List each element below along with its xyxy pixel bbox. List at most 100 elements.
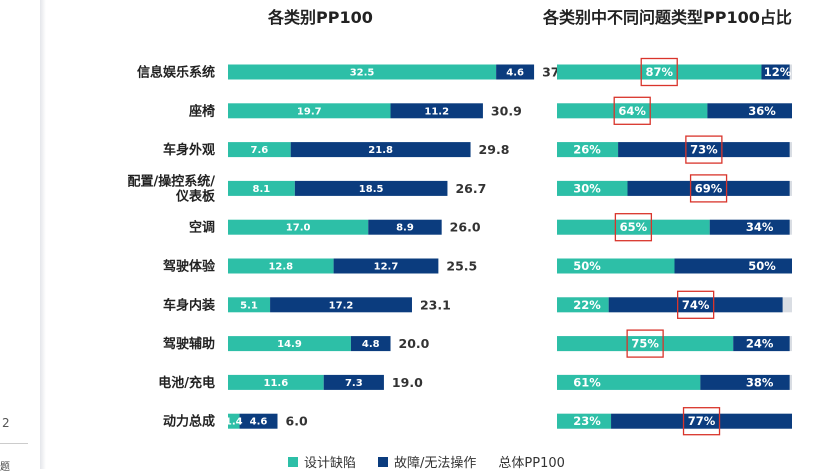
design-percent-label: 61%: [573, 375, 601, 389]
fault-percent-label: 36%: [748, 104, 776, 118]
design-percent-bar: [557, 258, 675, 274]
sidebar-divider: [0, 443, 28, 444]
fault-percent-label: 12%: [764, 65, 792, 79]
design-percent-label: 22%: [573, 298, 601, 312]
design-value-label: 14.9: [277, 339, 302, 350]
total-value-label: 29.8: [479, 142, 510, 157]
highlight-box: [626, 329, 664, 358]
design-value-label: 11.6: [264, 378, 289, 389]
fault-bar: [294, 180, 448, 196]
fault-bar: [290, 142, 471, 158]
design-value-label: 17.0: [286, 223, 311, 234]
fault-percent-bar: [761, 64, 790, 80]
category-label: 车身外观: [163, 142, 215, 158]
category-label: 仪表板: [175, 188, 216, 204]
design-bar: [228, 142, 291, 158]
design-percent-bar: [557, 336, 734, 352]
design-bar: [228, 336, 351, 352]
design-percent-label: 87%: [645, 65, 673, 79]
total-value-label: 23.1: [420, 297, 451, 312]
design-percent-label: 26%: [573, 143, 601, 157]
fault-percent-label: 24%: [746, 337, 774, 351]
fault-value-label: 4.8: [362, 339, 380, 350]
fault-percent-label: 77%: [688, 414, 716, 428]
design-value-label: 8.1: [253, 184, 271, 195]
fault-percent-label: 74%: [682, 298, 710, 312]
category-label: 驾驶辅助: [163, 336, 215, 352]
highlight-box: [640, 57, 678, 87]
design-percent-bar: [557, 64, 762, 80]
design-value-label: 32.5: [350, 68, 375, 79]
legend-item-total: 总体PP100: [498, 452, 565, 471]
total-value-label: 20.0: [399, 336, 430, 351]
fault-percent-bar: [608, 297, 783, 313]
design-percent-label: 23%: [573, 414, 601, 428]
design-bar: [228, 180, 295, 196]
design-percent-bar: [557, 374, 701, 390]
design-percent-label: 30%: [573, 181, 601, 195]
legend-label-design: 设计缺陷: [304, 456, 357, 471]
fault-bar: [390, 103, 483, 119]
fault-percent-label: 69%: [695, 181, 723, 195]
chart-legend: 设计缺陷 故障/无法操作 总体PP100: [288, 452, 565, 471]
highlight-box: [682, 407, 721, 436]
category-label: 座椅: [188, 103, 215, 119]
design-percent-bar: [557, 297, 609, 313]
total-value-label: 25.5: [446, 259, 477, 274]
fault-value-label: 7.3: [345, 378, 363, 389]
category-label: 车身内装: [163, 297, 215, 313]
left-chart-title: 各类别PP100: [268, 8, 373, 27]
fault-value-label: 4.6: [506, 68, 524, 79]
design-percent-bar: [557, 180, 628, 196]
design-value-label: 7.6: [250, 145, 268, 156]
category-label: 电池/充电: [158, 375, 215, 391]
total-value-label: 6.0: [286, 414, 308, 429]
right-chart-title: 各类别中不同问题类型PP100占比: [543, 8, 792, 27]
fault-bar: [270, 297, 412, 313]
highlight-box: [689, 174, 728, 203]
legend-swatch-fault: [378, 456, 389, 467]
fault-percent-bar: [618, 142, 790, 158]
page-number: 2: [2, 416, 10, 430]
sidebar-shadow: [40, 0, 46, 469]
fault-percent-bar: [707, 103, 792, 119]
legend-item-fault: 故障/无法操作: [378, 452, 476, 471]
fault-percent-label: 73%: [690, 143, 718, 157]
highlight-box: [685, 135, 723, 164]
fault-percent-bar: [627, 180, 790, 196]
highlight-box: [613, 96, 651, 125]
fault-percent-bar: [674, 258, 792, 274]
total-value-label: 30.9: [491, 103, 522, 118]
fault-value-label: 8.9: [396, 223, 414, 234]
fault-bar: [368, 219, 442, 235]
fault-percent-label: 38%: [746, 375, 774, 389]
design-percent-bar: [557, 103, 708, 119]
fault-bar: [323, 374, 384, 390]
fault-percent-label: 50%: [748, 259, 776, 273]
category-label: 动力总成: [163, 414, 215, 430]
category-label: 信息娱乐系统: [137, 65, 215, 81]
legend-item-design: 设计缺陷: [288, 452, 356, 471]
design-percent-bar: [557, 142, 619, 158]
fault-value-label: 18.5: [359, 184, 384, 195]
fault-bar: [333, 258, 439, 274]
total-value-label: 19.0: [392, 375, 423, 390]
design-bar: [228, 64, 497, 80]
fault-bar: [496, 64, 535, 80]
fault-percent-bar: [733, 336, 790, 352]
fault-value-label: 12.7: [374, 262, 399, 273]
fault-percent-bar: [611, 413, 792, 429]
highlight-box: [677, 290, 715, 319]
total-value-label: 26.0: [450, 220, 481, 235]
legend-label-fault: 故障/无法操作: [394, 456, 477, 471]
total-value-label: 26.7: [455, 181, 486, 196]
fault-bar: [239, 413, 278, 429]
design-value-label: 1.4: [225, 417, 243, 428]
fault-percent-label: 34%: [746, 220, 774, 234]
design-percent-label: 65%: [620, 220, 648, 234]
sidebar-cut-text: 题: [0, 462, 10, 473]
design-percent-bar: [557, 219, 710, 235]
design-percent-label: 75%: [631, 337, 659, 351]
design-bar: [228, 297, 271, 313]
